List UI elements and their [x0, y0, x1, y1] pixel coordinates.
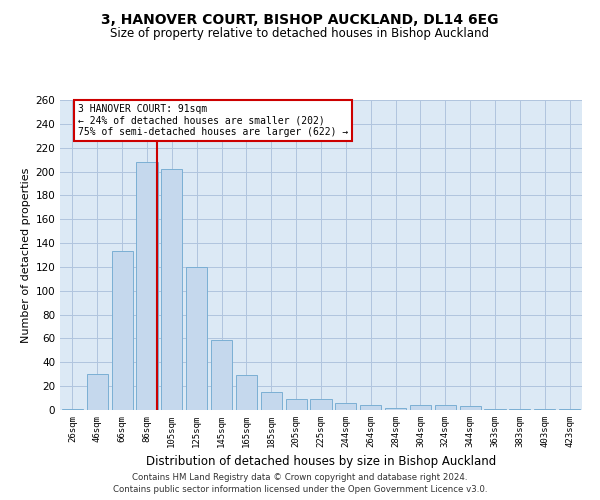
- Bar: [310, 400, 332, 410]
- Text: 3, HANOVER COURT, BISHOP AUCKLAND, DL14 6EG: 3, HANOVER COURT, BISHOP AUCKLAND, DL14 …: [101, 12, 499, 26]
- Bar: [509, 409, 530, 410]
- Bar: [186, 267, 207, 410]
- Text: 3 HANOVER COURT: 91sqm
← 24% of detached houses are smaller (202)
75% of semi-de: 3 HANOVER COURT: 91sqm ← 24% of detached…: [78, 104, 348, 137]
- Bar: [161, 169, 182, 410]
- Text: Size of property relative to detached houses in Bishop Auckland: Size of property relative to detached ho…: [110, 28, 490, 40]
- Bar: [286, 400, 307, 410]
- Bar: [211, 340, 232, 410]
- Bar: [435, 405, 456, 410]
- Bar: [62, 409, 83, 410]
- Bar: [460, 406, 481, 410]
- Bar: [236, 376, 257, 410]
- Text: Contains HM Land Registry data © Crown copyright and database right 2024.: Contains HM Land Registry data © Crown c…: [132, 472, 468, 482]
- Bar: [534, 409, 555, 410]
- Bar: [484, 409, 506, 410]
- Bar: [360, 405, 381, 410]
- Text: Contains public sector information licensed under the Open Government Licence v3: Contains public sector information licen…: [113, 485, 487, 494]
- Bar: [136, 162, 158, 410]
- Bar: [385, 408, 406, 410]
- Bar: [410, 405, 431, 410]
- Bar: [559, 409, 580, 410]
- Bar: [335, 403, 356, 410]
- Bar: [87, 374, 108, 410]
- Bar: [112, 252, 133, 410]
- Bar: [261, 392, 282, 410]
- Y-axis label: Number of detached properties: Number of detached properties: [21, 168, 31, 342]
- X-axis label: Distribution of detached houses by size in Bishop Auckland: Distribution of detached houses by size …: [146, 456, 496, 468]
